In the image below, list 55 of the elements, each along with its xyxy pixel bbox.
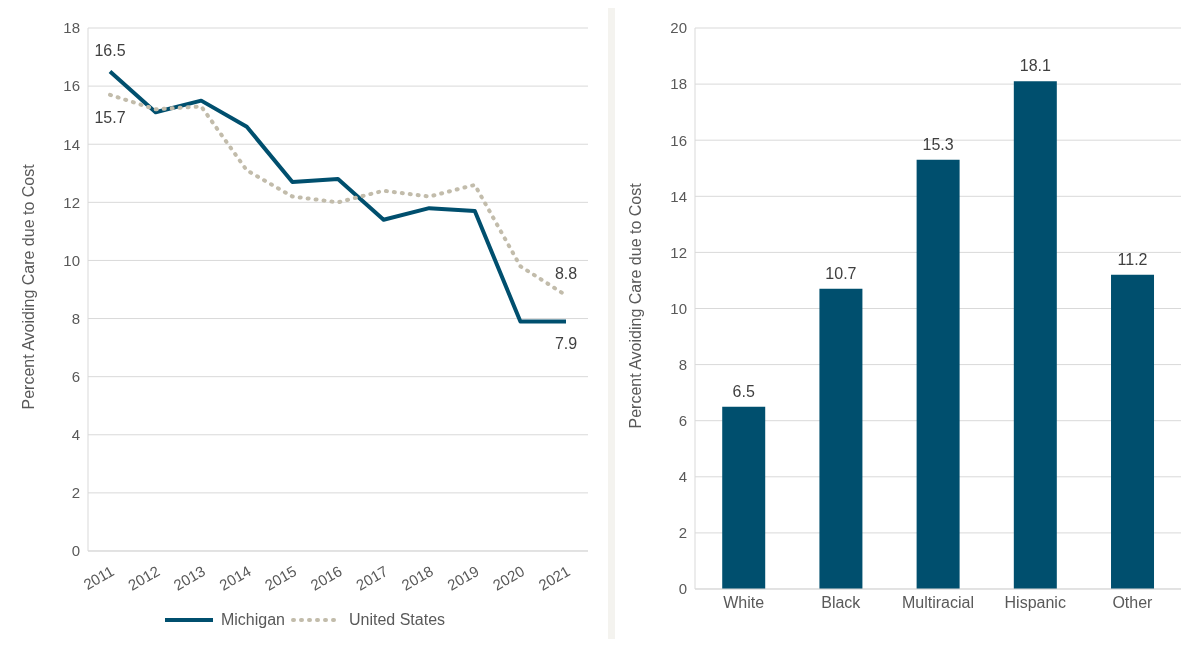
data-label: 15.7: [94, 108, 126, 126]
x-tick-label: 2013: [170, 562, 209, 594]
y-tick-label: 12: [63, 193, 80, 211]
y-tick-label: 8: [71, 309, 80, 327]
y-tick-label: 2: [71, 484, 80, 502]
y-axis-title: Percent Avoiding Care due to Cost: [626, 182, 644, 429]
legend-label: United States: [348, 611, 446, 629]
bar: [819, 288, 863, 589]
x-tick-label: 2011: [80, 562, 117, 593]
x-tick-label: Multiracial: [901, 594, 975, 612]
y-tick-label: 14: [670, 187, 687, 205]
y-tick-label: 12: [670, 243, 687, 261]
x-tick-label: 2017: [353, 562, 391, 594]
x-tick-label: 2019: [444, 562, 482, 594]
y-tick-label: 20: [670, 19, 687, 37]
bar: [1013, 81, 1057, 589]
x-tick-label: Black: [821, 594, 862, 612]
data-label: 6.5: [732, 382, 755, 400]
x-tick-label: White: [723, 594, 765, 612]
x-tick-label: 2016: [307, 562, 345, 594]
y-tick-label: 18: [63, 19, 80, 37]
data-label: 10.7: [825, 264, 857, 282]
y-tick-label: 10: [670, 299, 687, 317]
y-tick-label: 16: [63, 77, 80, 95]
x-tick-label: Hispanic: [1004, 594, 1066, 612]
bar: [916, 159, 960, 589]
x-tick-label: Other: [1112, 594, 1154, 612]
y-tick-label: 2: [678, 524, 687, 542]
x-tick-label: 2012: [125, 562, 163, 594]
x-tick-label: 2015: [261, 562, 300, 594]
bar: [722, 406, 766, 589]
data-label: 11.2: [1117, 250, 1148, 268]
data-label: 8.8: [554, 265, 578, 283]
y-tick-label: 0: [71, 542, 80, 560]
data-label: 16.5: [94, 41, 126, 59]
x-tick-label: 2014: [216, 562, 254, 594]
y-tick-label: 18: [670, 75, 687, 93]
y-tick-label: 14: [63, 135, 80, 153]
data-label: 18.1: [1019, 57, 1051, 75]
y-tick-label: 4: [678, 468, 687, 486]
y-tick-label: 0: [678, 580, 687, 598]
y-tick-label: 6: [678, 412, 687, 430]
y-tick-label: 16: [670, 131, 687, 149]
y-tick-label: 8: [678, 355, 687, 373]
y-axis-title: Percent Avoiding Care due to Cost: [19, 163, 37, 410]
y-tick-label: 4: [71, 426, 80, 444]
x-tick-label: 2018: [398, 562, 437, 594]
x-tick-label: 2021: [535, 562, 573, 594]
legend-label: Michigan: [219, 611, 285, 629]
data-label: 15.3: [922, 135, 954, 153]
y-tick-label: 10: [63, 251, 80, 269]
x-tick-label: 2020: [489, 562, 528, 594]
data-label: 7.9: [554, 335, 578, 353]
y-tick-label: 6: [71, 367, 80, 385]
bar: [1111, 274, 1155, 589]
